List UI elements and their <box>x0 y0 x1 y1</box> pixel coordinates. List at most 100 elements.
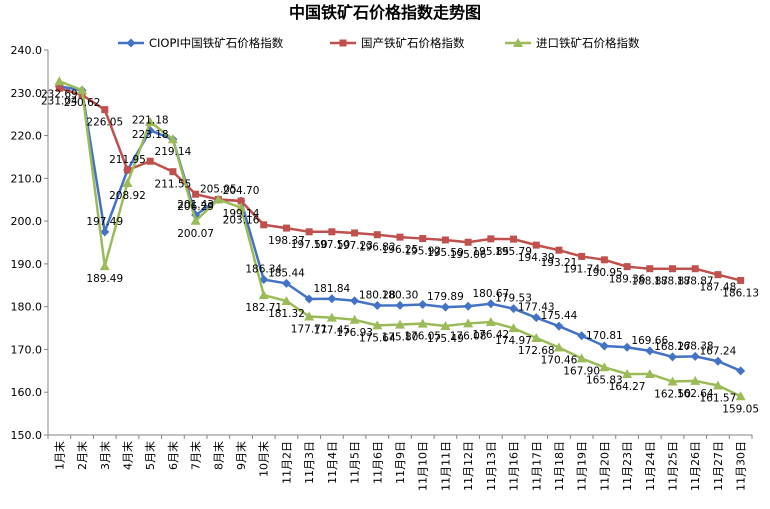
data-label: 170.81 <box>586 330 623 342</box>
data-point-diamond <box>486 299 496 309</box>
series-group <box>54 76 746 401</box>
data-point-square <box>737 276 745 284</box>
data-point-triangle <box>258 290 269 300</box>
data-label: 179.53 <box>495 293 532 305</box>
y-tick-label: 160.0 <box>11 386 43 399</box>
data-point-square <box>237 197 245 205</box>
legend-item-label: 进口铁矿石价格指数 <box>536 36 640 50</box>
data-point-diamond <box>327 294 337 304</box>
data-label: 180.30 <box>382 289 419 301</box>
data-label: 176.42 <box>472 329 509 341</box>
data-point-square <box>532 241 540 249</box>
x-tick-label: 11月12日 <box>462 441 475 491</box>
x-tick-label: 11月18日 <box>553 441 566 491</box>
series-2 <box>55 84 745 284</box>
data-point-triangle <box>167 134 178 144</box>
data-label: 176.93 <box>336 327 373 339</box>
x-tick-label: 10月末 <box>257 441 271 477</box>
y-tick-label: 170.0 <box>11 343 43 356</box>
data-point-diamond <box>440 302 450 312</box>
data-point-diamond <box>304 294 314 304</box>
x-tick-label: 2月末 <box>75 441 89 470</box>
data-point-triangle <box>690 375 701 385</box>
y-tick-label: 230.0 <box>11 87 43 100</box>
y-tick-label: 150.0 <box>11 429 43 442</box>
data-point-square <box>464 238 472 246</box>
data-label: 167.90 <box>563 365 600 377</box>
data-label: 172.68 <box>518 345 555 357</box>
y-tick-label: 200.0 <box>11 215 43 228</box>
data-label: 231.04 <box>41 95 78 107</box>
data-point-square <box>691 265 699 273</box>
data-point-diamond <box>713 356 723 366</box>
data-label: 190.95 <box>586 267 623 279</box>
data-label: 188.87 <box>631 276 668 288</box>
data-label: 182.71 <box>245 302 282 314</box>
data-point-square <box>623 263 631 271</box>
data-point-diamond <box>554 321 564 331</box>
data-label: 188.87 <box>654 276 691 288</box>
axes: 150.0 160.0 170.0 180.0 190.0 200.0 210.0 220.0… <box>11 44 753 491</box>
data-label: 161.57 <box>700 393 737 405</box>
y-tick-label: 180.0 <box>11 301 43 314</box>
data-point-square <box>441 236 449 244</box>
data-label: 197.50 <box>291 239 328 251</box>
data-label: 175.80 <box>382 332 419 344</box>
data-point-triangle <box>599 362 610 372</box>
data-label: 175.44 <box>541 310 578 322</box>
data-point-triangle <box>667 376 678 386</box>
x-tick-label: 8月末 <box>211 441 225 470</box>
data-label: 181.84 <box>313 283 350 295</box>
data-point-diamond <box>418 300 428 310</box>
data-point-square <box>373 231 381 239</box>
data-label: 185.44 <box>268 267 305 279</box>
y-tick-label: 220.0 <box>11 130 43 143</box>
x-tick-label: 6月末 <box>166 441 180 470</box>
x-tick-label: 3月末 <box>98 441 112 470</box>
data-point-triangle <box>485 316 496 326</box>
data-point-square <box>146 157 154 165</box>
data-point-square <box>578 252 586 260</box>
x-tick-label: 11月25日 <box>667 441 680 491</box>
x-tick-label: 1月末 <box>52 441 66 470</box>
x-tick-label: 11月17日 <box>530 441 543 491</box>
data-point-triangle <box>553 342 564 352</box>
data-point-diamond <box>645 346 655 356</box>
data-label: 176.05 <box>404 331 441 343</box>
series-3 <box>54 76 746 401</box>
data-point-triangle <box>304 311 315 321</box>
data-label: 169.66 <box>631 335 668 347</box>
data-point-square <box>55 84 63 92</box>
data-point-triangle <box>122 177 133 187</box>
data-point-diamond <box>395 300 405 310</box>
data-label: 195.59 <box>427 247 464 259</box>
data-point-square <box>169 168 177 176</box>
data-point-square <box>600 256 608 264</box>
data-point-triangle <box>417 318 428 328</box>
data-label: 187.48 <box>700 282 737 294</box>
data-label: 201.43 <box>177 199 214 211</box>
data-point-square <box>101 106 109 114</box>
data-label: 159.05 <box>722 403 759 415</box>
data-label: 193.21 <box>541 257 578 269</box>
data-label: 230.62 <box>64 97 101 109</box>
x-tick-label: 11月26日 <box>689 441 702 491</box>
data-point-diamond <box>463 301 473 311</box>
x-tick-label: 5月末 <box>143 441 157 470</box>
data-point-triangle <box>622 368 633 378</box>
data-label: 196.82 <box>359 242 396 254</box>
data-label: 232.69 <box>41 88 78 100</box>
data-label: 223.18 <box>132 129 169 141</box>
data-label: 176.08 <box>450 330 487 342</box>
data-point-square <box>510 235 518 243</box>
data-point-diamond <box>126 38 136 48</box>
x-tick-label: 11月10日 <box>417 441 430 491</box>
data-point-triangle <box>326 312 337 322</box>
data-label: 177.45 <box>313 325 350 337</box>
data-point-diamond <box>372 300 382 310</box>
data-label: 162.64 <box>677 388 714 400</box>
y-tick-label: 210.0 <box>11 172 43 185</box>
data-label: 211.95 <box>109 154 146 166</box>
legend-item-label: CIOPI中国铁矿石价格指数 <box>149 36 284 50</box>
